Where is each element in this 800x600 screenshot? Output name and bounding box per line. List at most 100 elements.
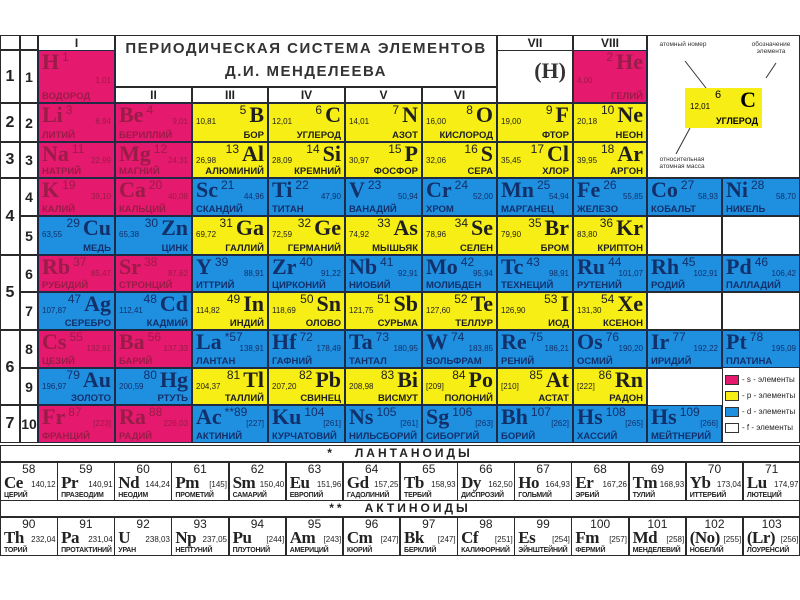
- element-cell-br[interactable]: 35 Br 79,90 БРОМ: [497, 216, 573, 255]
- element-cell-cr[interactable]: Cr 24 52,00 ХРОМ: [422, 178, 497, 216]
- element-cell-na[interactable]: Na 11 22,99 НАТРИЙ: [38, 142, 115, 178]
- element-cell-b[interactable]: 5 B 10,81 БОР: [192, 103, 268, 142]
- element-cell-al[interactable]: 13 Al 26,98 АЛЮМИНИЙ: [192, 142, 268, 178]
- element-cell-bh[interactable]: Bh 107 [262] БОРИЙ: [497, 405, 573, 443]
- element-cell-la[interactable]: La *57 138,91 ЛАНТАН: [192, 330, 268, 368]
- element-cell-ge[interactable]: 32 Ge 72,59 ГЕРМАНИЙ: [268, 216, 345, 255]
- element-cell-hg[interactable]: 80 Hg 200,59 РТУТЬ: [115, 368, 192, 405]
- element-cell-ti[interactable]: Ti 22 47,90 ТИТАН: [268, 178, 345, 216]
- f-element-cell-pm[interactable]: 61 Pm [145] ПРОМЕТИЙ: [171, 462, 229, 501]
- element-cell-h[interactable]: H 1 1,01 ВОДОРОД: [38, 50, 115, 103]
- element-cell-ni[interactable]: Ni 28 58,70 НИКЕЛЬ: [722, 178, 800, 216]
- element-cell-sb[interactable]: 51 Sb 121,75 СУРЬМА: [345, 292, 422, 330]
- element-cell-sc[interactable]: Sc 21 44,96 СКАНДИЙ: [192, 178, 268, 216]
- element-cell-v[interactable]: V 23 50,94 ВАНАДИЙ: [345, 178, 422, 216]
- f-element-cell-cf[interactable]: 98 Cf [251] КАЛИФОРНИЙ: [457, 517, 515, 556]
- f-element-cell-yb[interactable]: 70 Yb 173,04 ИТТЕРБИЙ: [685, 462, 744, 501]
- f-element-cell-es[interactable]: 99 Es [254] ЭЙНШТЕЙНИЙ: [514, 517, 572, 556]
- f-element-cell-dy[interactable]: 66 Dy 162,50 ДИСПРОЗИЙ: [457, 462, 515, 501]
- element-cell-be[interactable]: Be 4 9,01 БЕРИЛЛИЙ: [115, 103, 192, 142]
- element-cell-ar[interactable]: 18 Ar 39,95 АРГОН: [573, 142, 647, 178]
- f-element-cell-pa[interactable]: 91 Pa 231,04 ПРОТАКТИНИЙ: [57, 517, 115, 556]
- f-element-cell-no[interactable]: 102 (No) [255] НОБЕЛИЙ: [685, 517, 744, 556]
- element-cell-ag[interactable]: 47 Ag 107,87 СЕРЕБРО: [38, 292, 115, 330]
- element-cell-se[interactable]: 34 Se 78,96 СЕЛЕН: [422, 216, 497, 255]
- f-element-cell-nd[interactable]: 60 Nd 144,24 НЕОДИМ: [114, 462, 172, 501]
- element-cell-ba[interactable]: Ba 56 137,33 БАРИЙ: [115, 330, 192, 368]
- f-element-cell-u[interactable]: 92 U 238,03 УРАН: [114, 517, 172, 556]
- element-cell-zr[interactable]: Zr 40 91,22 ЦИРКОНИЙ: [268, 255, 345, 292]
- element-cell-rn[interactable]: 86 Rn [222] РАДОН: [573, 368, 647, 405]
- element-cell-mn[interactable]: Mn 25 54,94 МАРГАНЕЦ: [497, 178, 573, 216]
- f-element-cell-lr[interactable]: 103 (Lr) [256] ЛОУРЕНСИЙ: [742, 517, 800, 556]
- element-cell-p[interactable]: 15 P 30,97 ФОСФОР: [345, 142, 422, 178]
- element-cell-ir[interactable]: Ir 77 192,22 ИРИДИЙ: [647, 330, 722, 368]
- element-cell-pt[interactable]: Pt 78 195,09 ПЛАТИНА: [722, 330, 800, 368]
- element-cell-s[interactable]: 16 S 32,06 СЕРА: [422, 142, 497, 178]
- element-cell-fr[interactable]: Fr 87 [223] ФРАНЦИЙ: [38, 405, 115, 443]
- f-element-cell-er[interactable]: 68 Er 167,26 ЭРБИЙ: [571, 462, 629, 501]
- element-cell-k[interactable]: K 19 39,10 КАЛИЙ: [38, 178, 115, 216]
- f-element-cell-md[interactable]: 101 Md [258] МЕНДЕЛЕВИЙ: [628, 517, 687, 556]
- element-cell-i[interactable]: 53 I 126,90 ИОД: [497, 292, 573, 330]
- element-cell-ra[interactable]: Ra 88 226,03 РАДИЙ: [115, 405, 192, 443]
- f-element-cell-gd[interactable]: 64 Gd 157,25 ГАДОЛИНИЙ: [342, 462, 401, 501]
- f-element-cell-bk[interactable]: 97 Bk [247] БЕРКЛИЙ: [400, 517, 458, 556]
- element-cell-cs[interactable]: Cs 55 132,91 ЦЕЗИЙ: [38, 330, 115, 368]
- element-cell-hs[interactable]: Hs 109 [266] МЕЙТНЕРИЙ: [647, 405, 722, 443]
- element-cell-hf[interactable]: Hf 72 178,49 ГАФНИЙ: [268, 330, 345, 368]
- element-cell-ta[interactable]: Ta 73 180,95 ТАНТАЛ: [345, 330, 422, 368]
- element-cell-y[interactable]: Y 39 88,91 ИТТРИЙ: [192, 255, 268, 292]
- element-cell-rb[interactable]: Rb 37 85,47 РУБИДИЙ: [38, 255, 115, 292]
- f-element-cell-np[interactable]: 93 Np 237,05 НЕПТУНИЙ: [171, 517, 229, 556]
- element-cell-hs[interactable]: Hs 108 [265] ХАССИЙ: [573, 405, 647, 443]
- element-cell-tl[interactable]: 81 Tl 204,37 ТАЛЛИЙ: [192, 368, 268, 405]
- element-cell-sr[interactable]: Sr 38 87,62 СТРОНЦИЙ: [115, 255, 192, 292]
- element-cell-at[interactable]: 85 At [210] АСТАТ: [497, 368, 573, 405]
- element-cell-nb[interactable]: Nb 41 92,91 НИОБИЙ: [345, 255, 422, 292]
- element-cell-as[interactable]: 33 As 74,92 МЫШЬЯК: [345, 216, 422, 255]
- f-element-cell-am[interactable]: 95 Am [243] АМЕРИЦИЙ: [285, 517, 344, 556]
- f-element-cell-sm[interactable]: 62 Sm 150,40 САМАРИЙ: [228, 462, 287, 501]
- f-element-cell-tm[interactable]: 69 Tm 168,93 ТУЛИЙ: [628, 462, 687, 501]
- element-cell-f[interactable]: 9 F 19,00 ФТОР: [497, 103, 573, 142]
- element-cell-bi[interactable]: 83 Bi 208,98 ВИСМУТ: [345, 368, 422, 405]
- f-element-cell-ho[interactable]: 67 Ho 164,93 ГОЛЬМИЙ: [514, 462, 572, 501]
- element-cell-xe[interactable]: 54 Xe 131,30 КСЕНОН: [573, 292, 647, 330]
- element-cell-pd[interactable]: Pd 46 106,42 ПАЛЛАДИЙ: [722, 255, 800, 292]
- element-cell-ga[interactable]: 31 Ga 69,72 ГАЛЛИЙ: [192, 216, 268, 255]
- element-cell-cd[interactable]: 48 Cd 112,41 КАДМИЙ: [115, 292, 192, 330]
- element-cell-au[interactable]: 79 Au 196,97 ЗОЛОТО: [38, 368, 115, 405]
- element-cell-he[interactable]: 2 He 4,00 ГЕЛИЙ: [573, 50, 647, 103]
- element-cell-te[interactable]: 52 Te 127,60 ТЕЛЛУР: [422, 292, 497, 330]
- element-cell-ku[interactable]: Ku 104 [261] КУРЧАТОВИЙ: [268, 405, 345, 443]
- element-cell-sg[interactable]: Sg 106 [263] СИБОРГИЙ: [422, 405, 497, 443]
- element-cell-sn[interactable]: 50 Sn 118,69 ОЛОВО: [268, 292, 345, 330]
- element-cell-li[interactable]: Li 3 6,94 ЛИТИЙ: [38, 103, 115, 142]
- element-cell-fe[interactable]: Fe 26 55,85 ЖЕЛЕЗО: [573, 178, 647, 216]
- element-cell-rh[interactable]: Rh 45 102,91 РОДИЙ: [647, 255, 722, 292]
- element-cell-ac[interactable]: Ac **89 [227] АКТИНИЙ: [192, 405, 268, 443]
- element-cell-re[interactable]: Re 75 186,21 РЕНИЙ: [497, 330, 573, 368]
- f-element-cell-th[interactable]: 90 Th 232,04 ТОРИЙ: [0, 517, 58, 556]
- element-cell-kr[interactable]: 36 Kr 83,80 КРИПТОН: [573, 216, 647, 255]
- element-cell-n[interactable]: 7 N 14,01 АЗОТ: [345, 103, 422, 142]
- element-cell-co[interactable]: Co 27 58,93 КОБАЛЬТ: [647, 178, 722, 216]
- f-element-cell-fm[interactable]: 100 Fm [257] ФЕРМИЙ: [571, 517, 629, 556]
- element-cell-ne[interactable]: 10 Ne 20,18 НЕОН: [573, 103, 647, 142]
- element-cell-pb[interactable]: 82 Pb 207,20 СВИНЕЦ: [268, 368, 345, 405]
- f-element-cell-cm[interactable]: 96 Cm [247] КЮРИЙ: [342, 517, 401, 556]
- element-cell-si[interactable]: 14 Si 28,09 КРЕМНИЙ: [268, 142, 345, 178]
- element-cell-os[interactable]: Os 76 190,20 ОСМИЙ: [573, 330, 647, 368]
- element-cell-mg[interactable]: Mg 12 24,31 МАГНИЙ: [115, 142, 192, 178]
- element-cell-mo[interactable]: Mo 42 95,94 МОЛИБДЕН: [422, 255, 497, 292]
- element-cell-in[interactable]: 49 In 114,82 ИНДИЙ: [192, 292, 268, 330]
- element-cell-po[interactable]: 84 Po [209] ПОЛОНИЙ: [422, 368, 497, 405]
- element-cell-zn[interactable]: 30 Zn 65,38 ЦИНК: [115, 216, 192, 255]
- f-element-cell-tb[interactable]: 65 Tb 158,93 ТЕРБИЙ: [400, 462, 458, 501]
- element-cell-cu[interactable]: 29 Cu 63,55 МЕДЬ: [38, 216, 115, 255]
- element-cell-ns[interactable]: Ns 105 [261] НИЛЬСБОРИЙ: [345, 405, 422, 443]
- element-cell-o[interactable]: 8 O 16,00 КИСЛОРОД: [422, 103, 497, 142]
- f-element-cell-ce[interactable]: 58 Ce 140,12 ЦЕРИЙ: [0, 462, 58, 501]
- f-element-cell-pu[interactable]: 94 Pu [244] ПЛУТОНИЙ: [228, 517, 287, 556]
